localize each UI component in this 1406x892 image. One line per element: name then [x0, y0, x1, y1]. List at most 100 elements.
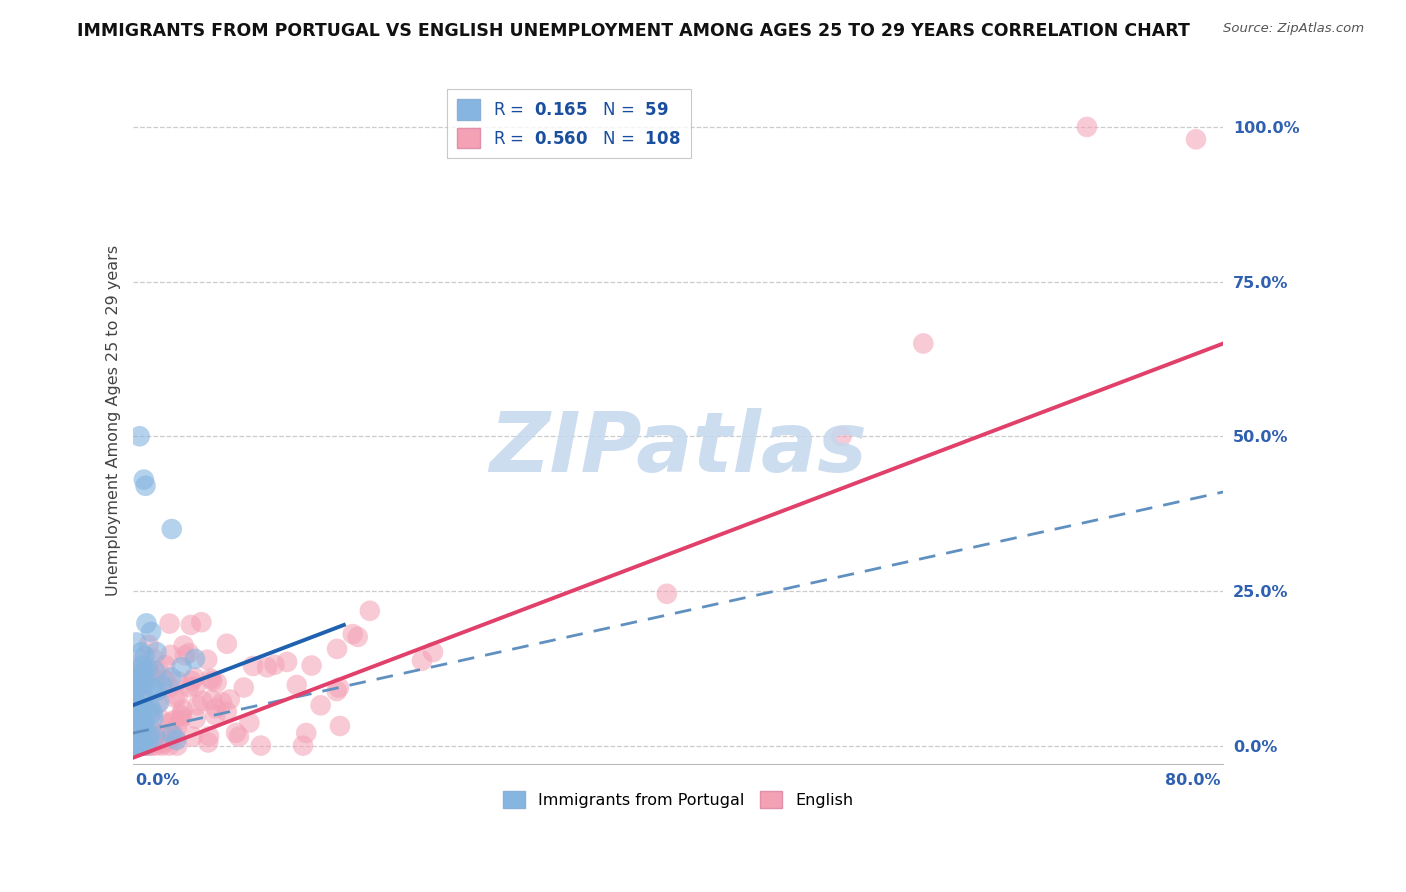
- Point: [359, 604, 381, 618]
- Point: [180, 674, 202, 689]
- Point: [198, 729, 221, 743]
- Point: [139, 739, 162, 753]
- Point: [132, 671, 155, 685]
- Point: [132, 692, 155, 706]
- Point: [200, 672, 222, 686]
- Point: [122, 674, 145, 689]
- Legend: Immigrants from Portugal, English: Immigrants from Portugal, English: [496, 784, 859, 814]
- Point: [215, 637, 238, 651]
- Point: [218, 692, 240, 706]
- Point: [170, 709, 193, 723]
- Point: [155, 658, 177, 673]
- Point: [159, 648, 181, 662]
- Point: [831, 429, 853, 443]
- Point: [201, 693, 224, 707]
- Point: [201, 673, 224, 688]
- Point: [139, 728, 162, 742]
- Point: [150, 727, 173, 741]
- Point: [125, 721, 148, 735]
- Point: [136, 662, 159, 676]
- Point: [132, 665, 155, 679]
- Point: [122, 692, 145, 706]
- Point: [411, 654, 433, 668]
- Point: [122, 739, 145, 753]
- Point: [150, 737, 173, 751]
- Point: [128, 709, 150, 723]
- Point: [131, 706, 153, 720]
- Point: [160, 522, 183, 536]
- Point: [166, 739, 188, 753]
- Point: [131, 685, 153, 699]
- Point: [172, 703, 194, 717]
- Point: [301, 658, 323, 673]
- Point: [122, 739, 145, 753]
- Point: [128, 678, 150, 692]
- Point: [132, 735, 155, 749]
- Point: [150, 713, 173, 727]
- Point: [242, 659, 264, 673]
- Point: [143, 664, 166, 678]
- Point: [142, 706, 165, 720]
- Point: [263, 657, 285, 672]
- Y-axis label: Unemployment Among Ages 25 to 29 years: Unemployment Among Ages 25 to 29 years: [107, 245, 121, 597]
- Point: [325, 684, 347, 698]
- Point: [142, 651, 165, 665]
- Point: [122, 734, 145, 748]
- Point: [146, 730, 169, 744]
- Point: [128, 708, 150, 723]
- Point: [122, 725, 145, 739]
- Point: [138, 638, 160, 652]
- Point: [143, 731, 166, 745]
- Point: [191, 694, 214, 708]
- Point: [146, 697, 169, 711]
- Point: [422, 645, 444, 659]
- Point: [128, 714, 150, 729]
- Point: [125, 711, 148, 725]
- Point: [122, 677, 145, 691]
- Point: [134, 716, 156, 731]
- Point: [124, 673, 146, 687]
- Point: [148, 696, 170, 710]
- Point: [225, 726, 247, 740]
- Point: [183, 670, 205, 684]
- Point: [124, 728, 146, 742]
- Point: [121, 689, 143, 703]
- Point: [129, 739, 152, 753]
- Point: [142, 681, 165, 696]
- Point: [170, 660, 193, 674]
- Point: [132, 733, 155, 747]
- Point: [163, 690, 186, 705]
- Point: [132, 473, 155, 487]
- Point: [131, 658, 153, 673]
- Point: [134, 667, 156, 681]
- Point: [128, 707, 150, 722]
- Text: 0.0%: 0.0%: [135, 773, 180, 789]
- Point: [1185, 132, 1208, 146]
- Point: [157, 739, 180, 753]
- Point: [132, 716, 155, 731]
- Point: [125, 663, 148, 677]
- Point: [132, 736, 155, 750]
- Point: [128, 707, 150, 722]
- Point: [122, 672, 145, 686]
- Point: [155, 673, 177, 687]
- Point: [295, 726, 318, 740]
- Point: [129, 667, 152, 681]
- Point: [160, 671, 183, 685]
- Point: [166, 720, 188, 734]
- Point: [342, 627, 364, 641]
- Point: [912, 336, 935, 351]
- Point: [129, 715, 152, 730]
- Point: [159, 616, 181, 631]
- Point: [184, 652, 207, 666]
- Point: [211, 695, 233, 709]
- Text: 80.0%: 80.0%: [1166, 773, 1220, 789]
- Point: [129, 730, 152, 744]
- Point: [292, 739, 315, 753]
- Point: [122, 669, 145, 683]
- Point: [250, 739, 273, 753]
- Point: [170, 707, 193, 722]
- Point: [122, 682, 145, 697]
- Point: [655, 587, 678, 601]
- Point: [139, 706, 162, 721]
